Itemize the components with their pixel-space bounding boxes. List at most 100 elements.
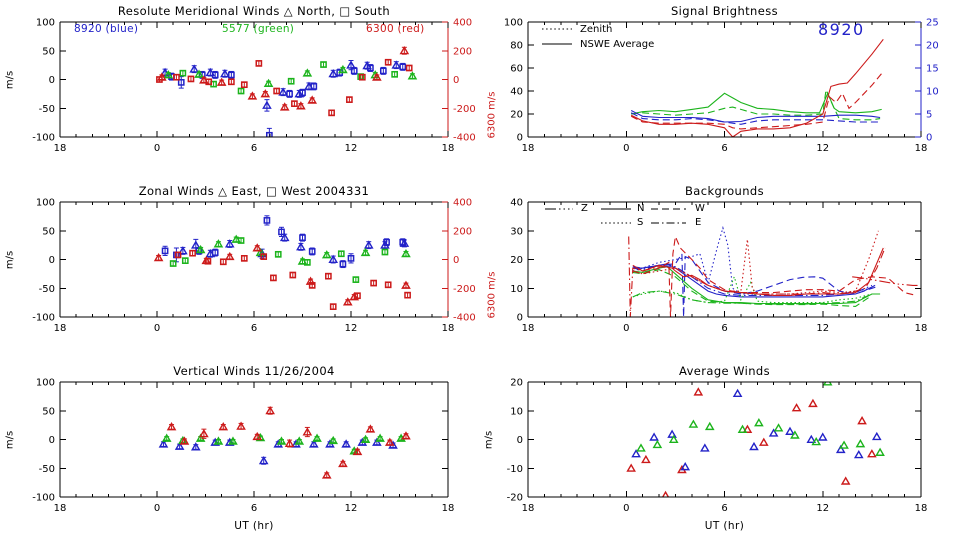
right-axis-label-6300-meridional: 6300 m/s (486, 91, 498, 139)
svg-text:100: 100 (36, 18, 55, 29)
legend-zenith-label: Zenith (580, 24, 613, 35)
svg-text:20: 20 (510, 255, 523, 266)
svg-text:200: 200 (453, 46, 472, 57)
svg-text:100: 100 (504, 18, 523, 29)
svg-text:-20: -20 (507, 493, 523, 504)
svg-text:10: 10 (510, 284, 523, 295)
svg-text:18: 18 (522, 323, 535, 334)
title-zonal: Zonal Winds △ East, □ West 2004331 (138, 184, 370, 198)
legend-e-label: E (695, 217, 702, 228)
svg-text:200: 200 (453, 226, 472, 237)
svg-text:5: 5 (926, 110, 932, 121)
legend-6300-red: 6300 (red) (366, 23, 425, 35)
svg-text:0: 0 (623, 143, 629, 154)
svg-text:18: 18 (442, 143, 455, 154)
svg-text:18: 18 (54, 503, 67, 514)
svg-text:-50: -50 (39, 464, 55, 475)
svg-text:0: 0 (453, 255, 459, 266)
svg-text:6: 6 (721, 503, 727, 514)
svg-text:0: 0 (154, 323, 160, 334)
svg-text:18: 18 (915, 143, 928, 154)
svg-text:80: 80 (510, 41, 523, 52)
svg-text:-100: -100 (32, 493, 55, 504)
svg-text:50: 50 (42, 46, 55, 57)
svg-text:0: 0 (517, 133, 523, 144)
svg-text:12: 12 (816, 503, 829, 514)
svg-text:400: 400 (453, 18, 472, 29)
svg-text:-100: -100 (32, 313, 55, 324)
svg-text:0: 0 (623, 503, 629, 514)
svg-text:0: 0 (926, 133, 932, 144)
svg-text:30: 30 (510, 226, 523, 237)
svg-text:-200: -200 (453, 104, 476, 115)
svg-text:40: 40 (510, 198, 523, 209)
svg-text:-10: -10 (507, 464, 523, 475)
annotation-8920: 8920 (818, 20, 865, 39)
svg-text:10: 10 (926, 87, 939, 98)
svg-text:100: 100 (36, 198, 55, 209)
svg-text:0: 0 (623, 323, 629, 334)
title-average-winds: Average Winds (679, 364, 770, 378)
legend-s-label: S (637, 217, 644, 228)
svg-text:12: 12 (345, 143, 358, 154)
svg-text:-100: -100 (32, 133, 55, 144)
svg-text:18: 18 (54, 143, 67, 154)
right-axis-label-6300-zonal: 6300 m/s (486, 271, 498, 319)
svg-text:-400: -400 (453, 313, 476, 324)
svg-text:-50: -50 (39, 104, 55, 115)
svg-text:12: 12 (345, 503, 358, 514)
svg-text:12: 12 (816, 323, 829, 334)
svg-text:0: 0 (453, 75, 459, 86)
svg-text:6: 6 (721, 143, 727, 154)
svg-text:-400: -400 (453, 133, 476, 144)
legend-5577-green: 5577 (green) (222, 23, 295, 35)
title-vertical: Vertical Winds 11/26/2004 (173, 364, 335, 378)
svg-text:60: 60 (510, 64, 523, 75)
legend-nswe-average-label: NSWE Average (580, 39, 655, 50)
svg-text:-200: -200 (453, 284, 476, 295)
svg-text:10: 10 (510, 406, 523, 417)
svg-text:100: 100 (36, 378, 55, 389)
svg-text:15: 15 (926, 64, 939, 75)
title-signal-brightness: Signal Brightness (670, 4, 779, 18)
xaxis-label-vertical-winds: UT (hr) (234, 520, 274, 532)
svg-text:18: 18 (442, 323, 455, 334)
svg-text:18: 18 (54, 323, 67, 334)
svg-text:20: 20 (926, 41, 939, 52)
title-meridional: Resolute Meridional Winds △ North, □ Sou… (117, 4, 391, 18)
svg-text:18: 18 (522, 143, 535, 154)
svg-text:20: 20 (510, 110, 523, 121)
svg-text:12: 12 (816, 143, 829, 154)
legend-n-label: N (637, 203, 645, 214)
yaxis-label-zonal-ms: m/s (4, 250, 16, 270)
svg-text:400: 400 (453, 198, 472, 209)
svg-text:12: 12 (345, 323, 358, 334)
svg-text:0: 0 (154, 143, 160, 154)
svg-text:18: 18 (442, 503, 455, 514)
svg-text:18: 18 (522, 503, 535, 514)
svg-text:0: 0 (154, 503, 160, 514)
svg-text:18: 18 (915, 323, 928, 334)
svg-text:0: 0 (49, 75, 55, 86)
svg-text:6: 6 (721, 323, 727, 334)
yaxis-label-vertical-ms: m/s (4, 430, 16, 450)
yaxis-label-meridional-ms: m/s (4, 70, 16, 90)
svg-text:50: 50 (42, 406, 55, 417)
svg-text:50: 50 (42, 226, 55, 237)
svg-text:6: 6 (251, 143, 257, 154)
svg-text:40: 40 (510, 87, 523, 98)
svg-text:6: 6 (251, 503, 257, 514)
svg-text:6: 6 (251, 323, 257, 334)
legend-w-label: W (695, 203, 705, 214)
yaxis-label-average-ms: m/s (483, 430, 495, 450)
svg-text:25: 25 (926, 18, 939, 29)
title-backgrounds: Backgrounds (685, 184, 764, 198)
svg-text:18: 18 (915, 503, 928, 514)
svg-text:0: 0 (517, 313, 523, 324)
